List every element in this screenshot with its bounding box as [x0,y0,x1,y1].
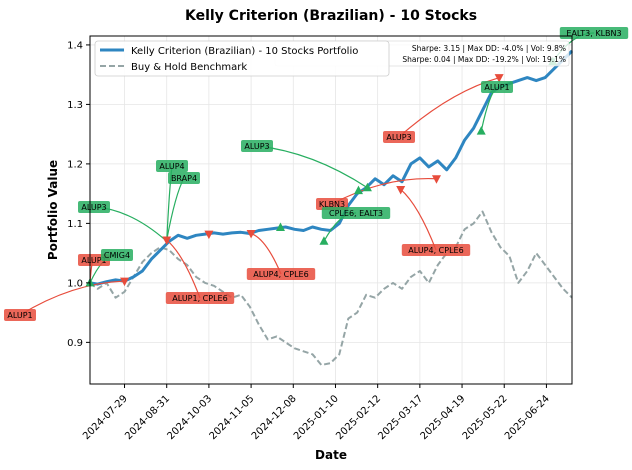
benchmark-line [89,210,573,366]
annotation-label: BRAP4 [171,174,197,183]
y-tick-label: 1.1 [67,219,83,230]
stats-portfolio: Sharpe: 3.15 | Max DD: -4.0% | Vol: 9.8% [412,44,566,53]
annotation-label: ALUP1 [81,256,106,265]
annotation-label: ALUP3 [81,203,106,212]
chart-title: Kelly Criterion (Brazilian) - 10 Stocks [185,8,477,24]
legend: Kelly Criterion (Brazilian) - 10 Stocks … [94,40,390,77]
buy-marker [476,126,486,135]
y-axis-label: Portfolio Value [46,160,60,260]
y-tick-label: 1.4 [67,40,83,51]
annotation-label: CMIG4 [104,251,130,260]
annotation-box [481,81,513,93]
annotation-label: ALUP3 [244,142,269,151]
annotation-label: CPLE6, EALT3 [329,209,383,218]
annotation-box [78,201,110,213]
y-axis: 0.9 1.0 1.1 1.2 1.3 1.4 [67,40,90,349]
series-benchmark [89,210,573,366]
buy-marker [362,182,372,192]
sell-marker [431,175,441,184]
x-tick-label: 2025-06-24 [503,393,552,442]
annotation-box [383,131,415,143]
annotation-box [246,268,316,280]
annotation-arrow [19,280,125,316]
annotation-box [168,172,200,184]
legend-label-portfolio: Kelly Criterion (Brazilian) - 10 Stocks … [131,46,358,57]
y-tick-label: 1.3 [67,100,83,111]
annotation-label: KLBN3 [319,200,345,209]
y-tick-label: 1.0 [67,278,83,289]
sell-marker [494,74,504,83]
stats-benchmark: Sharpe: 0.04 | Max DD: -19.2% | Vol: 19.… [402,55,566,64]
annotation-label: ALUP1 [484,83,509,92]
sell-marker [120,277,130,287]
y-tick-label: 0.9 [67,338,83,349]
annotation-label: ALUP1, CPLE6 [172,294,227,303]
x-axis: 2024-07-292024-08-312024-10-032024-11-05… [81,384,552,442]
annotation-label: ALUP4, CPLE6 [253,270,308,279]
annotation-arrow [166,239,201,299]
annotation-arrow [250,232,282,275]
sell-marker [204,230,214,240]
annotation-box [241,140,273,152]
y-tick-label: 1.2 [67,159,83,170]
annotation-label: ALUP1 [7,311,32,320]
annotation-label: ALUP3 [386,133,411,142]
annotation-arrow [400,189,437,251]
sell-marker [162,236,172,246]
annotation-arrow [256,145,368,189]
annotation-arrow [166,177,185,241]
sell-marker [396,185,406,195]
annotation-box [401,244,471,256]
annotation-box [321,207,391,219]
annotation-box [4,309,36,321]
annotation-box [156,160,188,172]
sell-marker [246,229,256,239]
legend-label-benchmark: Buy & Hold Benchmark [131,62,247,73]
plot-frame [89,35,573,385]
x-axis-label: Date [315,448,347,462]
annotation-label: ALUP4, CPLE6 [408,246,463,255]
annotation-box [559,27,629,39]
annotation-label: EALT3, KLBN3 [566,29,621,38]
annotation-box [165,292,235,304]
annotation-label: ALUP4 [159,162,184,171]
buy-marker [353,185,363,195]
buy-marker [319,236,329,245]
annotation-box [101,249,133,261]
buy-marker [275,222,285,232]
